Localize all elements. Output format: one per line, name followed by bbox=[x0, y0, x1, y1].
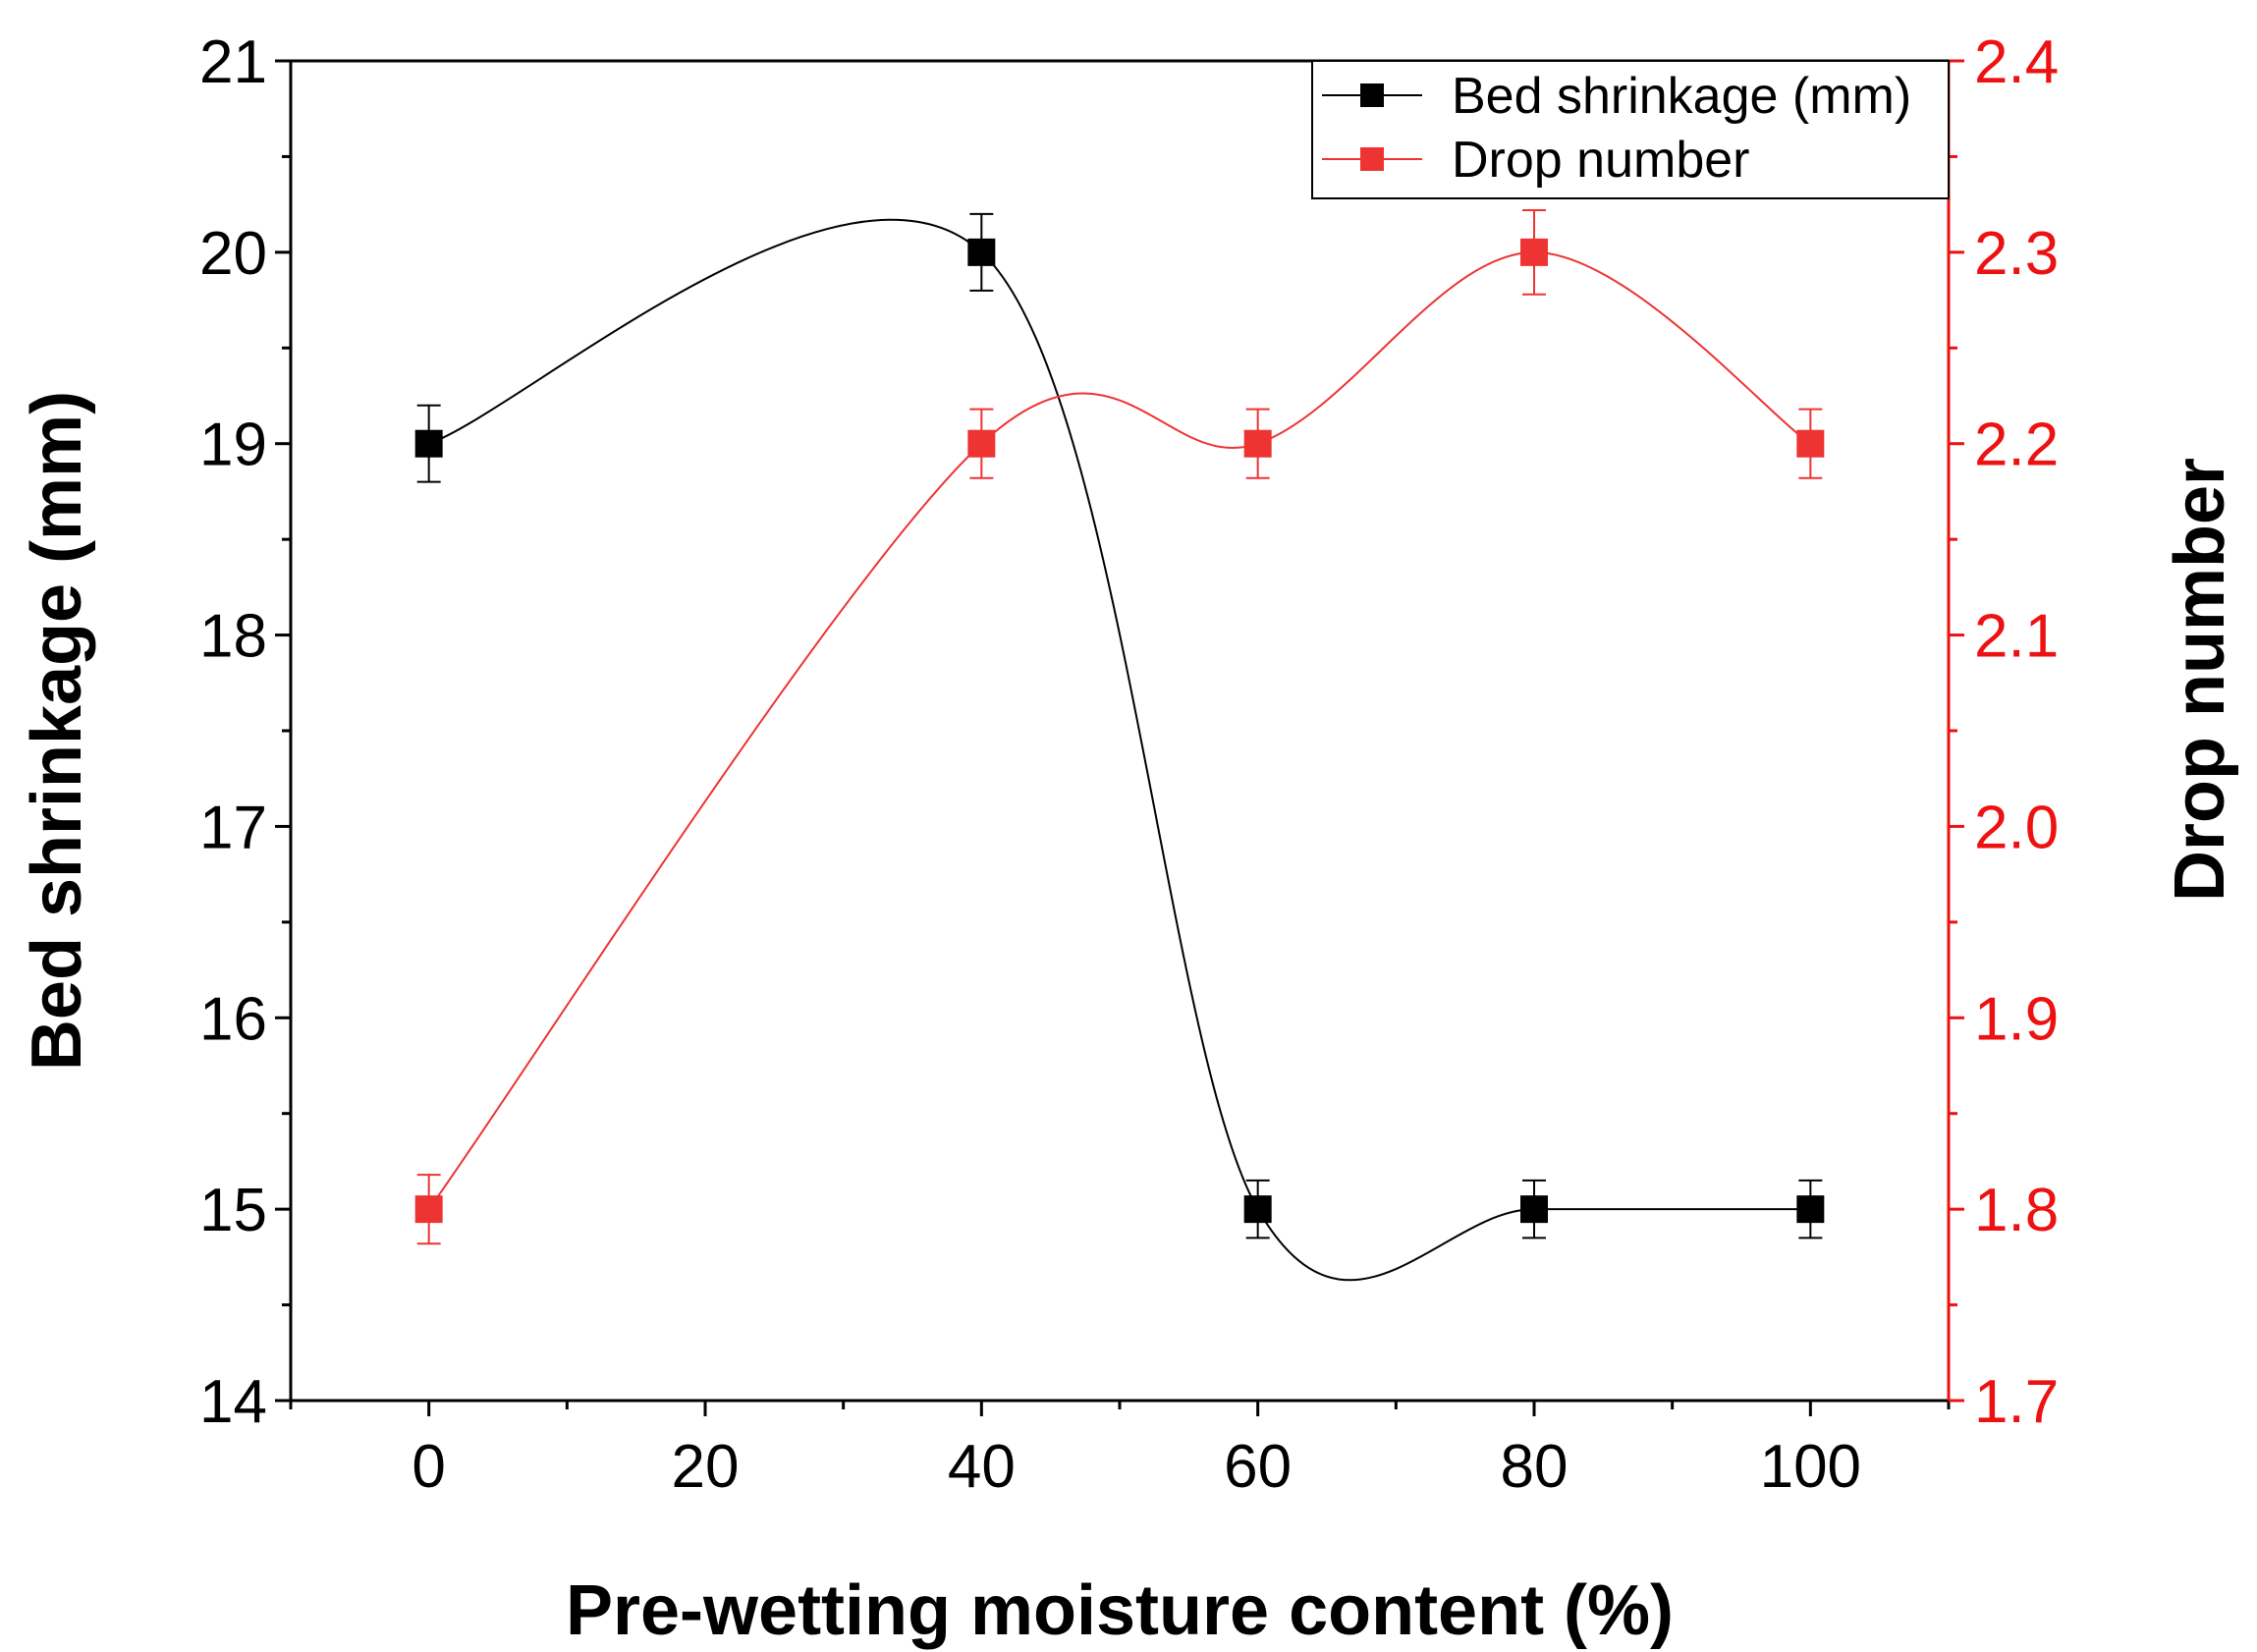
legend-marker-drop-number bbox=[1360, 147, 1384, 171]
legend-label-bed-shrinkage: Bed shrinkage (mm) bbox=[1452, 68, 1911, 125]
x-tick-label: 20 bbox=[672, 1433, 740, 1501]
axis-layer: 0 20 40 60 80 100 14 15 16 17 18 19 20 21 1.7 1.8 1.9 2.0… bbox=[199, 28, 2059, 1501]
y-right-tick-label: 1.9 bbox=[1974, 985, 2059, 1053]
y-left-tick-label: 21 bbox=[199, 28, 267, 96]
y-right-tick-label: 1.8 bbox=[1974, 1177, 2059, 1244]
y-right-tick-label: 2.0 bbox=[1974, 794, 2059, 861]
y-right-tick-label: 2.4 bbox=[1974, 28, 2059, 96]
series-layer bbox=[414, 208, 1825, 1282]
y-left-tick-label: 14 bbox=[199, 1368, 267, 1436]
data-point-2 bbox=[1796, 429, 1825, 458]
data-point-1 bbox=[1796, 1195, 1825, 1224]
y-left-tick-label: 20 bbox=[199, 220, 267, 288]
y-axis-right-title: Drop number bbox=[2161, 458, 2239, 902]
data-point-2 bbox=[1243, 429, 1272, 458]
legend-box bbox=[1311, 60, 1950, 199]
data-point-2 bbox=[414, 1195, 443, 1224]
data-point-2 bbox=[967, 429, 996, 458]
legend: Bed shrinkage (mm) Drop number bbox=[1311, 60, 1950, 199]
legend-label-drop-number: Drop number bbox=[1452, 132, 1749, 189]
series-line-2 bbox=[427, 250, 1811, 1210]
y-right-tick-label: 2.3 bbox=[1974, 220, 2059, 288]
y-left-tick-label: 16 bbox=[199, 985, 267, 1053]
x-tick-label: 100 bbox=[1760, 1433, 1861, 1501]
x-tick-label: 80 bbox=[1501, 1433, 1569, 1501]
y-right-tick-label: 2.1 bbox=[1974, 603, 2059, 671]
x-tick-label: 0 bbox=[412, 1433, 445, 1501]
data-point-1 bbox=[1520, 1195, 1548, 1224]
y-left-tick-label: 18 bbox=[199, 603, 267, 671]
data-point-1 bbox=[967, 238, 996, 266]
y-left-tick-label: 17 bbox=[199, 794, 267, 861]
x-axis-title: Pre-wetting moisture content (%) bbox=[566, 1571, 1674, 1650]
data-point-2 bbox=[1520, 238, 1548, 266]
data-point-1 bbox=[414, 429, 443, 458]
x-tick-label: 60 bbox=[1224, 1433, 1292, 1501]
y-left-tick-label: 19 bbox=[199, 412, 267, 479]
y-right-tick-label: 2.2 bbox=[1974, 412, 2059, 479]
x-tick-label: 40 bbox=[948, 1433, 1016, 1501]
y-right-tick-label: 1.7 bbox=[1974, 1368, 2059, 1436]
legend-marker-bed-shrinkage bbox=[1360, 83, 1384, 107]
y-axis-left-title: Bed shrinkage (mm) bbox=[18, 391, 96, 1071]
data-point-1 bbox=[1243, 1195, 1272, 1224]
y-left-tick-label: 15 bbox=[199, 1177, 267, 1244]
